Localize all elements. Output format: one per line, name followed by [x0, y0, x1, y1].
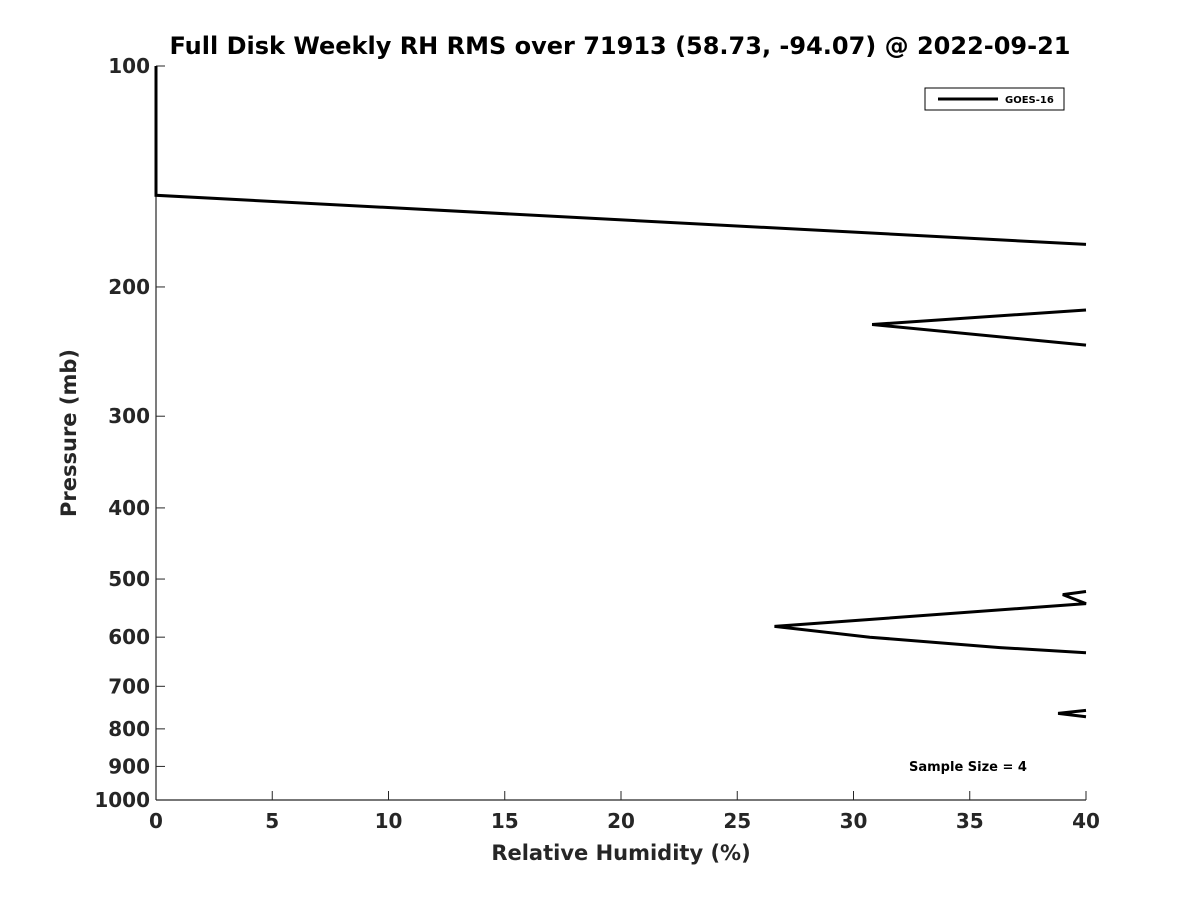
x-tick-label: 35 — [956, 809, 984, 833]
x-tick-label: 15 — [491, 809, 519, 833]
y-tick-label: 400 — [108, 496, 150, 520]
x-tick-label: 5 — [265, 809, 279, 833]
y-axis-label: Pressure (mb) — [57, 349, 81, 517]
x-tick-label: 0 — [149, 809, 163, 833]
y-tick-label: 300 — [108, 404, 150, 428]
x-tick-label: 20 — [607, 809, 635, 833]
x-tick-label: 30 — [840, 809, 868, 833]
x-tick-label: 40 — [1072, 809, 1100, 833]
legend: GOES-16 — [924, 87, 1065, 111]
x-tick-label: 10 — [375, 809, 403, 833]
x-axis-label: Relative Humidity (%) — [491, 841, 750, 865]
sample-size-annotation: Sample Size = 4 — [909, 760, 1027, 775]
plot-area — [156, 66, 1086, 800]
y-axis-ticks: 100 200 300 400 500 600 700 800 900 1000 — [94, 54, 165, 812]
y-tick-label: 800 — [108, 717, 150, 741]
series-line-segment — [871, 308, 1087, 347]
legend-entry-label: GOES-16 — [1005, 95, 1054, 106]
series-line-segment — [154, 66, 1087, 246]
y-tick-label: 700 — [108, 674, 150, 698]
x-tick-label: 25 — [723, 809, 751, 833]
y-tick-label: 100 — [108, 54, 150, 78]
series-layer — [154, 66, 1087, 719]
y-tick-label: 600 — [108, 625, 150, 649]
y-tick-label: 200 — [108, 275, 150, 299]
y-tick-label: 900 — [108, 754, 150, 778]
y-tick-label: 500 — [108, 567, 150, 591]
chart-title: Full Disk Weekly RH RMS over 71913 (58.7… — [169, 32, 1070, 60]
series-line-segment — [1057, 708, 1087, 719]
y-tick-label: 1000 — [94, 788, 150, 812]
x-axis-ticks: 0 5 10 15 20 25 30 35 40 — [149, 791, 1100, 833]
series-line-segment — [774, 590, 1087, 655]
